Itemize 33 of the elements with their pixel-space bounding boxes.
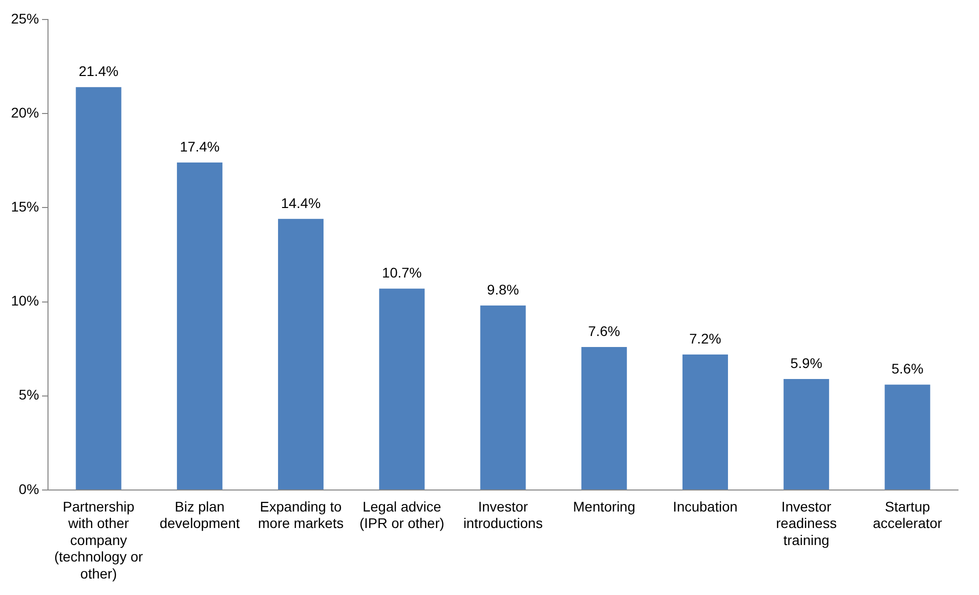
- x-tick-label: Biz plan development: [160, 498, 240, 532]
- bar: [480, 306, 526, 490]
- data-label: 10.7%: [382, 264, 422, 280]
- x-tick-label: Incubation: [672, 498, 738, 514]
- data-label: 9.8%: [487, 281, 519, 298]
- bar: [176, 162, 222, 490]
- bar: [278, 218, 324, 490]
- bar: [884, 384, 930, 490]
- bar: [784, 378, 830, 490]
- data-label: 21.4%: [78, 63, 118, 80]
- x-tick-label: Mentoring: [572, 498, 636, 514]
- y-tick-label: 15%: [10, 198, 40, 214]
- data-label: 7.6%: [588, 322, 620, 339]
- x-tick-label: Partnership with other company (technology or other): [54, 498, 144, 582]
- bar: [379, 288, 425, 490]
- x-tick-label: Legal advice (IPR or other): [359, 498, 444, 532]
- y-tick-label: 20%: [10, 104, 40, 120]
- x-tick-label: Investor introductions: [463, 498, 543, 532]
- data-label: 17.4%: [180, 138, 220, 154]
- x-tick-label: Investor readiness training: [776, 498, 837, 548]
- x-tick-label: Startup accelerator: [872, 498, 942, 532]
- bar: [76, 87, 122, 490]
- y-tick-label: 0%: [18, 480, 40, 497]
- y-tick-label: 5%: [18, 386, 40, 403]
- bar: [581, 346, 627, 490]
- data-label: 5.9%: [790, 354, 822, 371]
- data-label: 14.4%: [280, 194, 321, 211]
- bar: [682, 354, 728, 490]
- y-tick-label: 25%: [10, 10, 40, 26]
- x-tick-label: Expanding to more markets: [258, 498, 344, 532]
- data-label: 7.2%: [689, 330, 722, 346]
- y-tick-label: 10%: [10, 292, 40, 309]
- data-label: 5.6%: [891, 360, 924, 376]
